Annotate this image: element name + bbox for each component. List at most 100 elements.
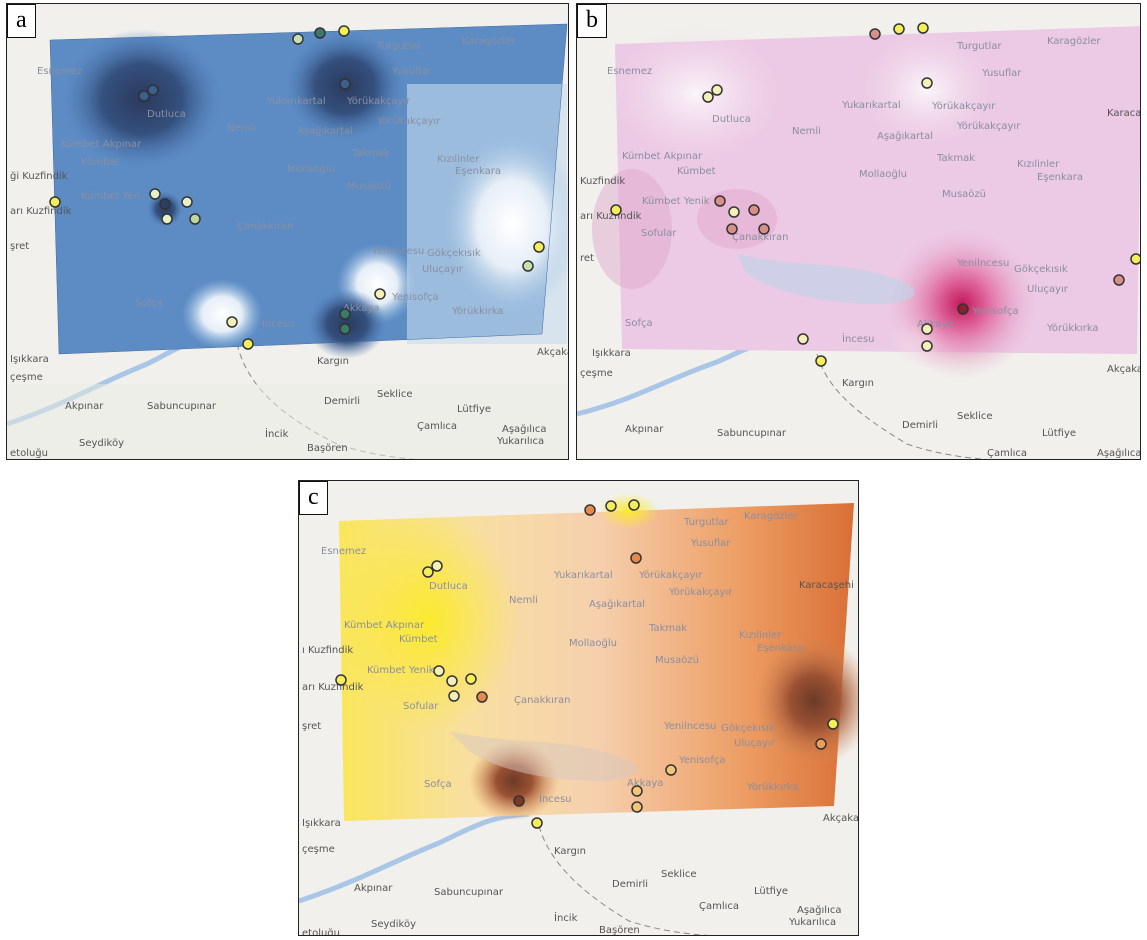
svg-text:Kümbet: Kümbet <box>81 157 120 168</box>
svg-text:Aşağılıca: Aşağılıca <box>502 423 547 435</box>
svg-text:Yörükakçayır: Yörükakçayır <box>346 96 411 107</box>
svg-text:Yukarıkartal: Yukarıkartal <box>841 100 901 111</box>
svg-text:Uluçayır: Uluçayır <box>422 264 464 275</box>
svg-text:Akkaya: Akkaya <box>343 303 379 314</box>
svg-text:Çanakkıran: Çanakkıran <box>237 221 294 232</box>
svg-text:Yörükkırka: Yörükkırka <box>746 782 799 793</box>
svg-text:Işıkkara: Işıkkara <box>592 348 631 359</box>
svg-text:Yukarıkartal: Yukarıkartal <box>266 96 326 107</box>
svg-text:Yörükkırka: Yörükkırka <box>1046 323 1099 334</box>
svg-text:Aşağıkartal: Aşağıkartal <box>589 598 645 610</box>
svg-text:Yörükkırka: Yörükkırka <box>451 306 504 317</box>
svg-text:Başören: Başören <box>307 443 348 454</box>
svg-text:Seydiköy: Seydiköy <box>79 438 124 449</box>
svg-text:Akkaya: Akkaya <box>627 778 663 789</box>
svg-text:Kümbet: Kümbet <box>399 634 438 645</box>
svg-text:Turgutlar: Turgutlar <box>683 517 729 528</box>
svg-text:Yörükakçayır: Yörükakçayır <box>376 116 441 127</box>
svg-text:Gökçekısık: Gökçekısık <box>721 723 775 734</box>
svg-text:Kargın: Kargın <box>842 378 874 389</box>
svg-text:Karacaşe: Karacaşe <box>1107 108 1141 119</box>
svg-text:İncesu: İncesu <box>262 317 295 330</box>
svg-text:Takmak: Takmak <box>351 148 390 159</box>
svg-text:Uluçayır: Uluçayır <box>1027 284 1069 295</box>
svg-text:Kızılinler: Kızılinler <box>739 630 782 641</box>
svg-text:arı Kuzfindik: arı Kuzfindik <box>302 682 364 693</box>
svg-text:Seydiköy: Seydiköy <box>371 919 416 930</box>
svg-text:Kargın: Kargın <box>554 846 586 857</box>
svg-text:Aşağılıca: Aşağılıca <box>1097 447 1141 459</box>
svg-text:Kümbet Yenik: Kümbet Yenik <box>367 665 435 676</box>
svg-text:Kümbet: Kümbet <box>677 166 716 177</box>
svg-text:Kümbet Akpınar: Kümbet Akpınar <box>622 151 703 162</box>
panel-label-a: a <box>7 4 36 38</box>
svg-text:Yenisofça: Yenisofça <box>391 292 439 303</box>
svg-text:Yenilncesu: Yenilncesu <box>371 246 424 257</box>
svg-text:Esnemez: Esnemez <box>607 66 652 77</box>
svg-text:Yusuflar: Yusuflar <box>690 538 731 549</box>
svg-text:Musaözü: Musaözü <box>942 189 986 200</box>
svg-text:Yenilncesu: Yenilncesu <box>956 258 1009 269</box>
svg-text:Yenisofça: Yenisofça <box>678 755 726 766</box>
svg-text:Sabuncupınar: Sabuncupınar <box>147 401 217 412</box>
svg-text:Demirli: Demirli <box>612 879 648 890</box>
svg-text:Seklice: Seklice <box>377 389 413 400</box>
svg-text:Turgutlar: Turgutlar <box>956 41 1002 52</box>
svg-text:Sofça: Sofça <box>424 779 452 790</box>
svg-text:İncik: İncik <box>554 911 578 924</box>
svg-text:Takmak: Takmak <box>648 623 687 634</box>
svg-text:Kümbet Akpınar: Kümbet Akpınar <box>61 139 142 150</box>
svg-text:arı Kuzfindik: arı Kuzfindik <box>580 211 642 222</box>
svg-text:Aşağıkartal: Aşağıkartal <box>877 130 933 142</box>
panel-label-b: b <box>577 4 607 38</box>
svg-text:Eşenkara: Eşenkara <box>455 166 501 177</box>
svg-text:Yukarılıca: Yukarılıca <box>496 436 544 447</box>
svg-text:Gökçekısık: Gökçekısık <box>427 248 481 259</box>
svg-text:Seklice: Seklice <box>957 411 993 422</box>
svg-text:Kümbet Yen: Kümbet Yen <box>81 191 140 202</box>
svg-text:Sofça: Sofça <box>135 298 163 309</box>
svg-text:Yusuflar: Yusuflar <box>391 66 432 77</box>
svg-text:Kargın: Kargın <box>317 356 349 367</box>
svg-text:Akçakaya: Akçakaya <box>1107 364 1141 375</box>
svg-text:çeşme: çeşme <box>580 368 613 379</box>
svg-text:Karacaşehi: Karacaşehi <box>799 580 854 591</box>
svg-text:Gökçekısık: Gökçekısık <box>1014 264 1068 275</box>
svg-text:Kümbet Akpınar: Kümbet Akpınar <box>344 620 425 631</box>
svg-text:Eşenkara: Eşenkara <box>1037 172 1083 183</box>
svg-text:Akpınar: Akpınar <box>354 883 393 894</box>
svg-text:Nemli: Nemli <box>509 595 538 606</box>
svg-text:Işıkkara: Işıkkara <box>10 354 49 365</box>
svg-text:Çamlıca: Çamlıca <box>987 448 1027 459</box>
svg-text:Eşenkara: Eşenkara <box>757 643 803 654</box>
svg-text:Çanakkıran: Çanakkıran <box>732 232 789 243</box>
svg-text:Yörükakçayır: Yörükakçayır <box>638 570 703 581</box>
svg-text:Demirli: Demirli <box>902 420 938 431</box>
svg-text:Yörükakçayır: Yörükakçayır <box>956 121 1021 132</box>
svg-text:Uluçayır: Uluçayır <box>734 738 776 749</box>
svg-text:Akkaya: Akkaya <box>917 319 953 330</box>
svg-text:Aşağılıca: Aşağılıca <box>797 904 842 916</box>
svg-text:Nemli: Nemli <box>227 123 256 134</box>
map-c: Esnemez Dutluca Nemli Yukarıkartal Aşağı… <box>299 481 859 936</box>
svg-text:Yenilncesu: Yenilncesu <box>663 721 716 732</box>
map-panel-c: c Esnemez Dutluca Nemli Yukarıkartal Aşa… <box>298 480 859 936</box>
svg-text:İncesu: İncesu <box>539 792 572 805</box>
svg-text:Yenisofça: Yenisofça <box>971 306 1019 317</box>
svg-text:Esnemez: Esnemez <box>37 66 82 77</box>
svg-text:etoluğu: etoluğu <box>302 927 340 936</box>
svg-text:Akçakaya: Akçakaya <box>537 347 569 358</box>
svg-text:Dutluca: Dutluca <box>429 581 468 592</box>
svg-text:Nemli: Nemli <box>792 126 821 137</box>
svg-text:arı Kuzfindik: arı Kuzfindik <box>10 206 72 217</box>
svg-text:Yusuflar: Yusuflar <box>981 68 1022 79</box>
svg-text:ği Kuzfindik: ği Kuzfindik <box>10 170 68 182</box>
svg-text:şret: şret <box>302 721 321 732</box>
svg-text:Yukarılıca: Yukarılıca <box>788 917 836 928</box>
svg-text:Akçakaya: Akçakaya <box>823 813 859 824</box>
svg-text:Esnemez: Esnemez <box>321 546 366 557</box>
svg-text:Işıkkara: Işıkkara <box>302 818 341 829</box>
map-panel-a: a Esnemez Dutluca Nemli Yukarıkartal Aşa… <box>6 3 569 460</box>
svg-text:Sabuncupınar: Sabuncupınar <box>717 428 787 439</box>
svg-text:Yukarıkartal: Yukarıkartal <box>553 570 613 581</box>
